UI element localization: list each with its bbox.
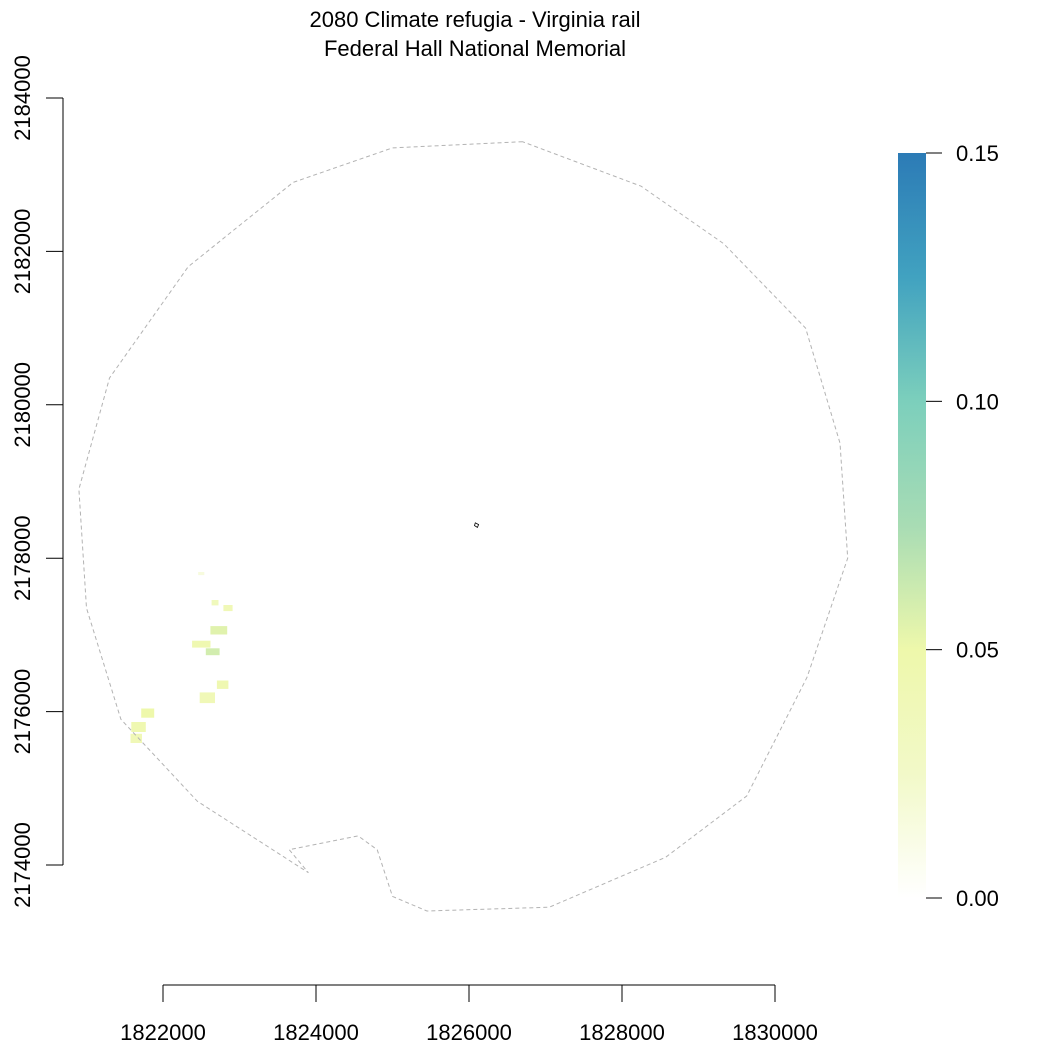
y-tick-label: 2178000: [10, 515, 35, 601]
color-legend: 0.00 0.05 0.10 0.15: [898, 141, 999, 911]
y-tick-label: 2174000: [10, 822, 35, 908]
legend-color-bar: [898, 153, 926, 898]
legend-tick-label: 0.00: [956, 886, 999, 911]
y-tick-label: 2176000: [10, 669, 35, 755]
raster-cell-2: [210, 626, 228, 635]
raster-cell-9: [130, 733, 142, 743]
y-tick-label: 2184000: [10, 55, 35, 141]
x-tick-label: 1830000: [732, 1020, 818, 1045]
x-tick-label: 1828000: [579, 1020, 665, 1045]
buffer-boundary: [78, 141, 849, 912]
legend-tick-label: 0.10: [956, 389, 999, 414]
raster-cell-5: [216, 680, 229, 689]
x-tick-label: 1824000: [273, 1020, 359, 1045]
raster-cell-10: [198, 572, 205, 576]
x-tick-label: 1826000: [426, 1020, 512, 1045]
legend-tick-label: 0.05: [956, 638, 999, 663]
raster-cell-3: [192, 640, 211, 648]
raster-cell-6: [199, 692, 215, 704]
x-tick-label: 1822000: [120, 1020, 206, 1045]
plot-area: [78, 141, 849, 912]
chart-subtitle: Federal Hall National Memorial: [324, 36, 626, 61]
raster-cell-8: [131, 722, 146, 732]
raster-cell-7: [141, 708, 155, 718]
y-axis: 2174000 2176000 2178000 2180000 2182000 21840…: [10, 55, 64, 908]
legend-tick-label: 0.15: [956, 141, 999, 166]
raster-cell-4: [205, 648, 220, 656]
park-boundary: [474, 522, 480, 528]
raster-cell-0: [223, 605, 233, 612]
chart-title: 2080 Climate refugia - Virginia rail: [310, 7, 641, 32]
y-tick-label: 2182000: [10, 209, 35, 295]
raster-cell-1: [211, 600, 219, 606]
y-tick-label: 2180000: [10, 362, 35, 448]
x-axis: 1822000 1824000 1826000 1828000 1830000: [120, 984, 818, 1045]
